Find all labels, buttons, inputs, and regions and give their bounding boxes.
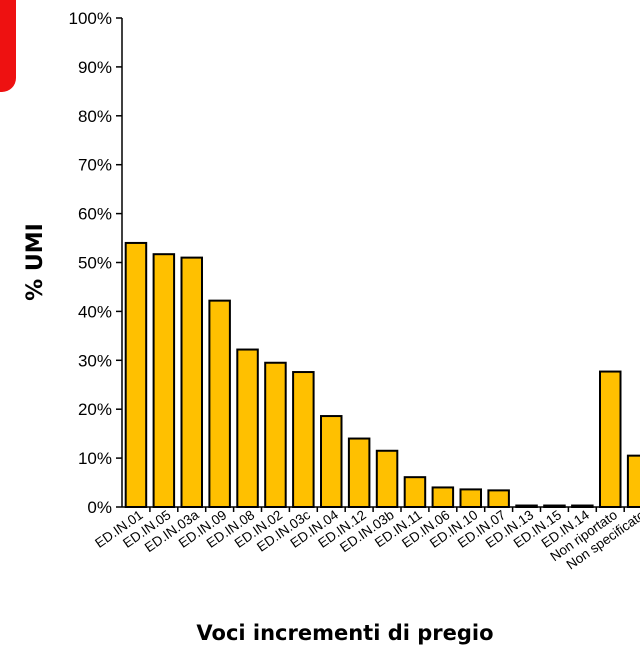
y-tick-label: 20% <box>78 400 112 419</box>
y-tick-label: 40% <box>78 302 112 321</box>
y-tick-label: 10% <box>78 449 112 468</box>
bar-non-riportato <box>599 370 622 508</box>
bar-ed-in-03a <box>180 256 203 508</box>
bar-ed-in-03c <box>292 371 315 509</box>
bar-ed-in-04 <box>320 415 343 508</box>
bar-ed-in-06 <box>431 486 455 509</box>
bar-ed-in-08 <box>236 348 259 509</box>
bar-ed-in-10 <box>459 488 482 508</box>
bar-ed-in-12 <box>347 437 371 509</box>
y-tick-label: 100% <box>69 9 112 28</box>
bar-ed-in-03b <box>375 449 399 509</box>
y-tick-label: 90% <box>78 58 112 77</box>
bar-ed-in-05 <box>152 253 176 508</box>
bar-ed-in-09 <box>208 299 231 509</box>
y-tick-label: 0% <box>87 498 112 517</box>
y-tick-label: 60% <box>78 205 112 224</box>
bar-ed-in-01 <box>124 241 148 508</box>
y-axis-title: % UMI <box>23 223 48 301</box>
bar-ed-in-11 <box>403 476 427 509</box>
bar-ed-in-02 <box>264 361 287 508</box>
y-tick-label: 30% <box>78 351 112 370</box>
x-axis-title: Voci incrementi di pregio <box>196 621 493 645</box>
red-corner-tab <box>0 0 16 92</box>
y-tick-label: 70% <box>78 156 112 175</box>
bar-non-specificato <box>626 454 640 508</box>
y-tick-label: 50% <box>78 254 112 273</box>
y-tick-label: 80% <box>78 107 112 126</box>
bar-ed-in-07 <box>487 489 510 508</box>
